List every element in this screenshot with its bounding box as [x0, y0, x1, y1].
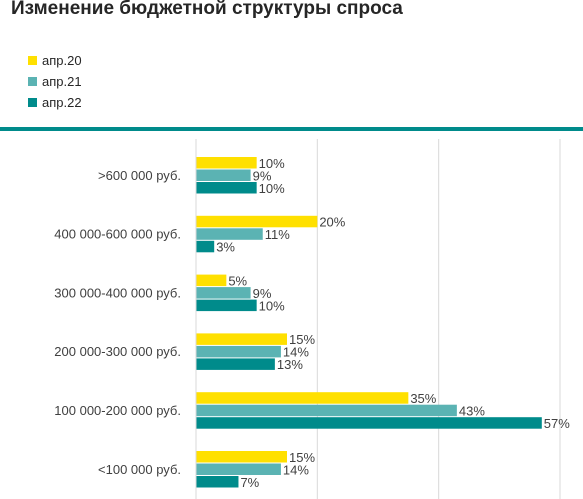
chart-title: Изменение бюджетной структуры спроса: [11, 0, 403, 19]
data-label: 35%: [410, 391, 436, 406]
legend-swatch-series-2: [28, 77, 37, 86]
bar: [196, 333, 287, 345]
category-label: 400 000-600 000 руб.: [54, 227, 181, 242]
bar: [196, 299, 257, 312]
bar: [196, 417, 542, 429]
data-label: 57%: [544, 416, 570, 431]
data-label: 10%: [259, 181, 285, 196]
category-label: 100 000-200 000 руб.: [54, 403, 181, 418]
legend-label-series-1: апр.20: [42, 53, 82, 68]
bar: [196, 287, 251, 299]
category-label: 200 000-300 000 руб.: [54, 344, 181, 359]
data-label: 13%: [277, 357, 303, 372]
bar: [196, 169, 251, 181]
data-label: 3%: [216, 240, 235, 255]
data-label: 43%: [459, 403, 485, 418]
bar: [196, 392, 409, 404]
bar: [196, 463, 281, 475]
category-label: >600 000 руб.: [98, 168, 181, 183]
data-label: 20%: [319, 215, 345, 230]
bar: [196, 228, 263, 240]
data-label: 10%: [259, 156, 285, 171]
legend-swatch-series-1: [28, 56, 37, 65]
legend-item-series-1: апр.20: [28, 50, 82, 71]
legend-item-series-2: апр.21: [28, 71, 82, 92]
data-label: 5%: [228, 273, 247, 288]
bar: [196, 451, 287, 463]
bar: [196, 274, 227, 287]
header-divider: [0, 127, 583, 131]
bar: [196, 358, 275, 370]
bar: [196, 404, 457, 417]
data-label: 14%: [283, 462, 309, 477]
data-label: 10%: [259, 298, 285, 313]
bar: [196, 240, 215, 253]
legend-item-series-3: апр.22: [28, 92, 82, 113]
legend-label-series-3: апр.22: [42, 95, 82, 110]
data-label: 9%: [253, 286, 272, 301]
bar: [196, 157, 257, 169]
category-label: <100 000 руб.: [98, 462, 181, 477]
data-label: 9%: [253, 168, 272, 183]
category-label: 300 000-400 000 руб.: [54, 285, 181, 300]
bar: [196, 345, 281, 358]
bar: [196, 182, 257, 194]
bar: [196, 215, 318, 228]
data-label: 7%: [240, 475, 259, 490]
data-label: 15%: [289, 450, 315, 465]
legend-label-series-2: апр.21: [42, 74, 82, 89]
legend: апр.20 апр.21 апр.22: [28, 50, 82, 113]
data-label: 11%: [265, 227, 290, 242]
legend-swatch-series-3: [28, 98, 37, 107]
data-label: 15%: [289, 332, 315, 347]
data-label: 14%: [283, 345, 309, 360]
bar: [196, 476, 239, 488]
